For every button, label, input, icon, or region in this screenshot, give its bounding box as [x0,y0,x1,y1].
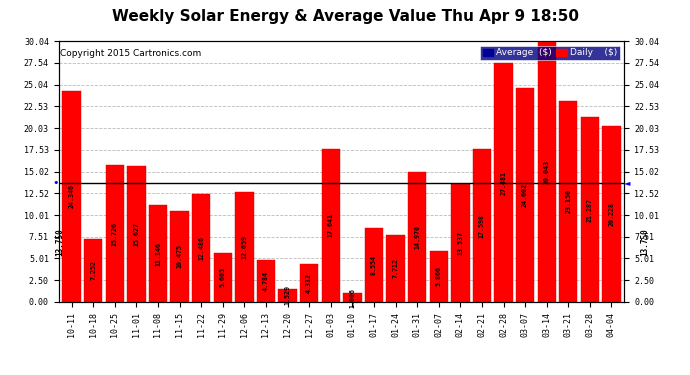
Bar [538,41,556,302]
Text: 1.529: 1.529 [284,285,290,305]
Bar [322,149,340,302]
Bar [365,228,383,302]
Text: 4.784: 4.784 [263,271,269,291]
Bar [386,235,405,302]
Bar [300,264,318,302]
Bar [62,91,81,302]
Bar [602,126,621,302]
Text: 13.750: 13.750 [55,228,64,256]
Text: 14.970: 14.970 [414,225,420,249]
Text: 20.228: 20.228 [609,202,615,226]
Bar [214,253,232,302]
Text: 17.641: 17.641 [328,213,334,237]
Text: 21.287: 21.287 [587,198,593,222]
Text: 17.598: 17.598 [479,213,485,237]
Bar [278,289,297,302]
Text: 24.602: 24.602 [522,183,528,207]
Text: 10.475: 10.475 [177,244,183,268]
Text: ◄: ◄ [624,178,631,187]
Text: 15.726: 15.726 [112,222,118,246]
Text: 27.481: 27.481 [500,171,506,195]
Text: 13.750: 13.750 [640,228,649,256]
Text: 24.346: 24.346 [68,184,75,208]
Text: 13.537: 13.537 [457,231,463,255]
Bar [127,166,146,302]
Text: 15.627: 15.627 [133,222,139,246]
Bar [516,88,534,302]
Text: 5.866: 5.866 [435,266,442,286]
Bar [451,184,469,302]
Text: 12.659: 12.659 [241,235,248,259]
Bar [581,117,599,302]
Bar [170,211,189,302]
Bar [235,192,253,302]
Text: 8.554: 8.554 [371,255,377,275]
Text: 30.043: 30.043 [544,159,550,183]
Bar [149,205,167,302]
Bar [559,101,578,302]
Bar [430,251,448,302]
Bar [192,194,210,302]
Bar [84,239,102,302]
Legend: Average  ($), Daily    ($): Average ($), Daily ($) [480,46,620,60]
Text: 4.312: 4.312 [306,273,312,293]
Text: 5.665: 5.665 [220,267,226,287]
Text: 23.150: 23.150 [565,189,571,213]
Text: Copyright 2015 Cartronics.com: Copyright 2015 Cartronics.com [60,49,201,58]
Text: 7.252: 7.252 [90,260,96,280]
Text: 12.486: 12.486 [198,236,204,260]
Bar [494,63,513,302]
Bar [343,293,362,302]
Bar [408,172,426,302]
Text: 11.146: 11.146 [155,242,161,266]
Bar [473,149,491,302]
Bar [106,165,124,302]
Text: 7.712: 7.712 [393,258,399,278]
Text: •: • [52,178,59,188]
Text: Weekly Solar Energy & Average Value Thu Apr 9 18:50: Weekly Solar Energy & Average Value Thu … [112,9,578,24]
Bar [257,260,275,302]
Text: 1.006: 1.006 [349,288,355,308]
